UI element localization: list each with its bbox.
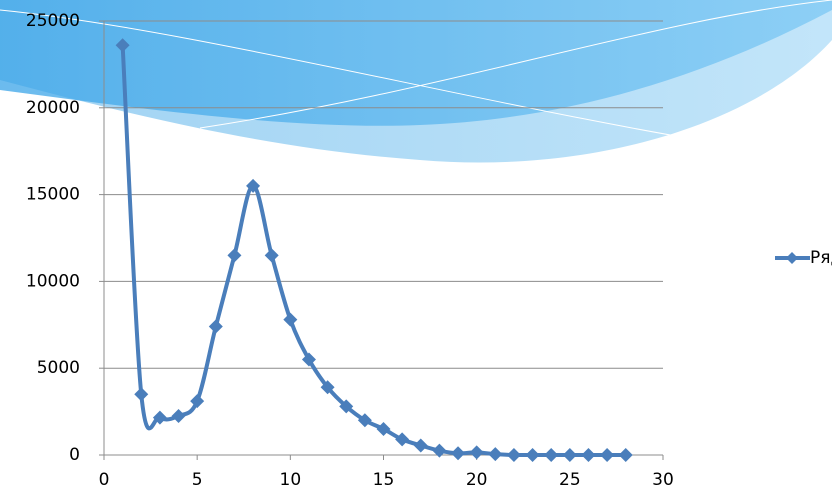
data-point: [507, 448, 521, 462]
data-point: [619, 448, 633, 462]
x-tick-label: 15: [373, 470, 395, 490]
y-tick-label: 10000: [26, 271, 80, 291]
x-tick-label: 5: [192, 470, 203, 490]
data-point: [134, 387, 148, 401]
x-tick-label: 10: [280, 470, 302, 490]
y-tick-label: 0: [69, 445, 80, 465]
data-point: [432, 444, 446, 458]
x-tick-label: 25: [559, 470, 581, 490]
x-tick-label: 30: [652, 470, 674, 490]
data-point: [581, 448, 595, 462]
legend-label: Ряд1: [810, 248, 832, 268]
y-tick-label: 5000: [37, 358, 80, 378]
y-tick-label: 20000: [26, 98, 80, 118]
data-point: [470, 445, 484, 459]
legend-marker: [786, 252, 798, 264]
legend: Ряд1: [775, 248, 832, 268]
data-point: [265, 248, 279, 262]
data-point: [544, 448, 558, 462]
data-point: [172, 409, 186, 423]
y-tick-label: 15000: [26, 185, 80, 205]
data-point: [227, 248, 241, 262]
chart: Ряд1 0 5000 10000 15000 20000 25000 0 5 10 15 20 25…: [0, 0, 832, 499]
data-point: [414, 438, 428, 452]
data-point: [209, 320, 223, 334]
data-point: [563, 448, 577, 462]
data-point: [283, 313, 297, 327]
x-tick-label: 20: [466, 470, 488, 490]
x-tick-label: 0: [99, 470, 110, 490]
data-point: [488, 447, 502, 461]
data-point: [190, 394, 204, 408]
data-point: [395, 432, 409, 446]
data-point: [526, 448, 540, 462]
data-point: [451, 446, 465, 460]
data-point: [600, 448, 614, 462]
y-tick-label: 25000: [26, 11, 80, 31]
